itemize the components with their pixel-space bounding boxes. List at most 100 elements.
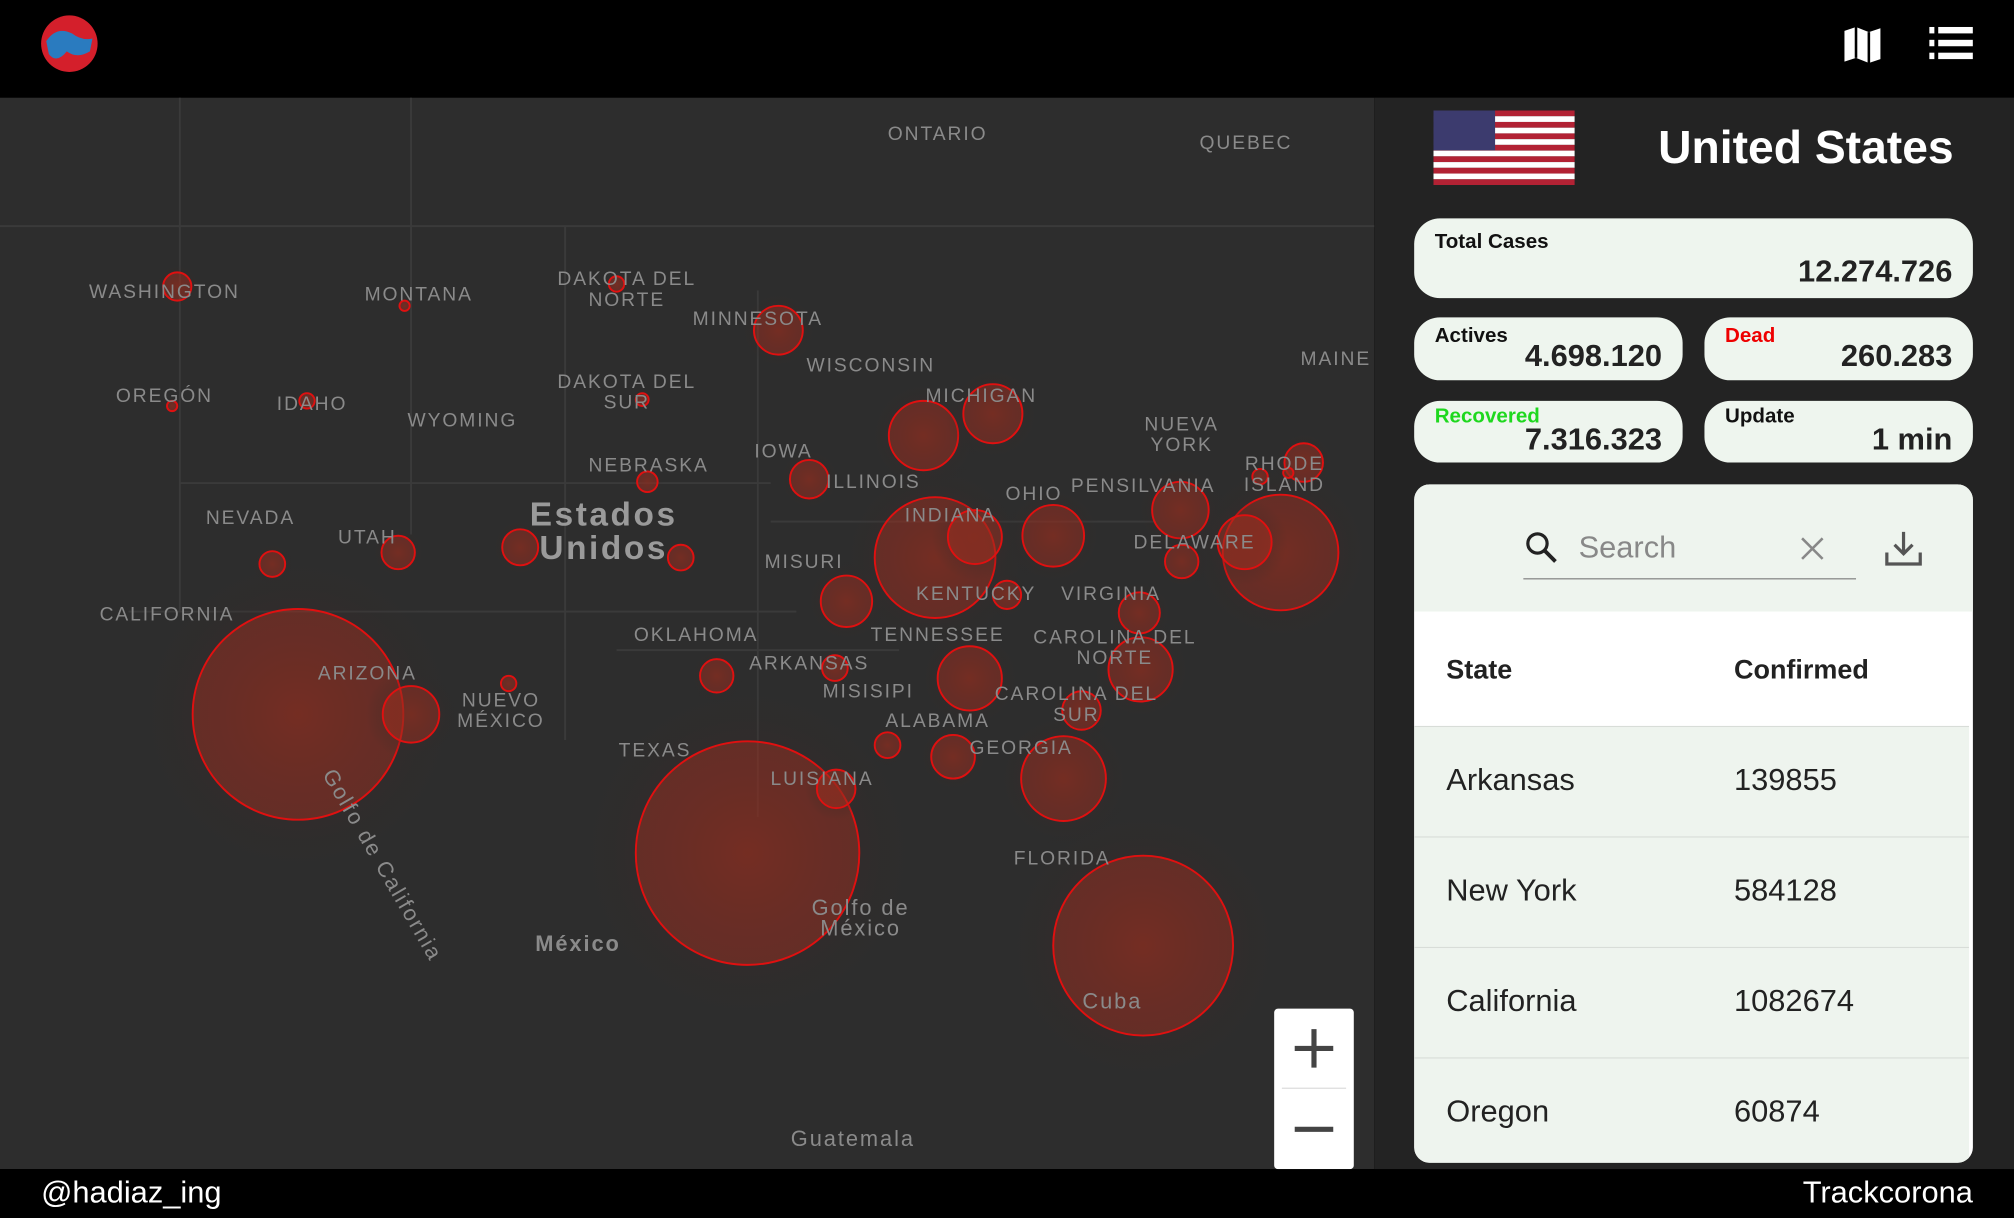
- download-button[interactable]: [1884, 529, 1923, 568]
- footer-author[interactable]: @hadiaz_ing: [41, 1175, 222, 1211]
- case-circle[interactable]: [1117, 591, 1161, 635]
- table-row[interactable]: California 1082674: [1414, 948, 1970, 1059]
- map-label: INDIANA: [905, 506, 997, 527]
- map-view-button[interactable]: [1842, 26, 1883, 65]
- table-row[interactable]: Arkansas 139855: [1414, 727, 1970, 838]
- case-circle[interactable]: [636, 470, 659, 494]
- case-circle[interactable]: [499, 674, 518, 693]
- case-circle[interactable]: [634, 740, 861, 966]
- case-circle[interactable]: [788, 458, 830, 500]
- map-label: Cuba: [1082, 989, 1142, 1014]
- case-circle[interactable]: [1021, 503, 1086, 568]
- case-glow: [1247, 464, 1273, 489]
- case-glow: [1106, 579, 1173, 646]
- case-glow: [866, 724, 909, 766]
- case-circle[interactable]: [162, 271, 193, 302]
- map-label: VIRGINIA: [1061, 584, 1161, 605]
- map-label: LUISIANA: [770, 769, 873, 790]
- case-circle[interactable]: [1052, 854, 1235, 1037]
- map-label: WYOMING: [408, 411, 518, 432]
- map-label: GEORGIA: [969, 738, 1072, 759]
- map-label: MAINE: [1301, 349, 1372, 370]
- case-circle[interactable]: [298, 392, 316, 410]
- case-glow: [814, 647, 856, 689]
- case-glow: [931, 493, 1019, 581]
- state-cell: Arkansas: [1446, 763, 1575, 798]
- zoom-in[interactable]: [1294, 1029, 1334, 1068]
- case-circle[interactable]: [1251, 467, 1269, 486]
- map-label: DELAWARE: [1134, 533, 1256, 554]
- map-label: PENSILVANIA: [1071, 476, 1216, 497]
- case-glow: [1089, 617, 1192, 721]
- case-circle[interactable]: [501, 528, 540, 567]
- case-circle[interactable]: [258, 550, 287, 578]
- table-row[interactable]: New York 584128: [1414, 837, 1970, 949]
- case-circle[interactable]: [666, 543, 695, 572]
- map-label: DAKOTA DEL NORTE: [557, 269, 696, 311]
- case-circle[interactable]: [936, 645, 1003, 712]
- search-input[interactable]: Search: [1578, 530, 1677, 566]
- map-label: Guatemala: [791, 1126, 915, 1151]
- case-circle[interactable]: [821, 654, 849, 682]
- map-label: CAROLINA DEL NORTE: [1033, 628, 1196, 670]
- case-circle[interactable]: [1061, 690, 1102, 731]
- map-label: WISCONSIN: [807, 355, 936, 376]
- flag-stripe: [1433, 150, 1575, 157]
- case-circle[interactable]: [991, 579, 1023, 610]
- actives-card: Actives 4.698.120: [1414, 317, 1683, 381]
- case-glow: [995, 710, 1132, 847]
- map-label: MINNESOTA: [693, 309, 823, 330]
- case-circle[interactable]: [398, 299, 411, 312]
- clear-search[interactable]: [1800, 536, 1826, 562]
- recovered-card: Recovered 7.316.323: [1414, 400, 1683, 463]
- stat-value: 4.698.120: [1524, 339, 1663, 374]
- map-label: OREGÓN: [116, 385, 213, 407]
- country-name: United States: [1658, 120, 1954, 174]
- brand-logo[interactable]: [39, 13, 103, 77]
- case-glow: [1050, 679, 1113, 742]
- case-circle[interactable]: [634, 392, 650, 407]
- zoom-control: [1274, 1008, 1354, 1170]
- case-glow: [604, 271, 629, 297]
- case-circle[interactable]: [962, 383, 1024, 445]
- case-circle[interactable]: [873, 731, 902, 760]
- map[interactable]: ONTARIO QUEBEC WASHINGTON MONTANA DAKOTA DEL…: [0, 97, 1375, 1170]
- case-glow: [491, 518, 549, 577]
- flag-stripe: [1433, 162, 1575, 168]
- case-circle[interactable]: [753, 304, 804, 356]
- case-circle[interactable]: [1216, 514, 1273, 571]
- case-circle[interactable]: [819, 574, 874, 628]
- case-circle[interactable]: [1282, 466, 1295, 479]
- confirmed-cell: 1082674: [1733, 984, 1855, 1019]
- case-circle[interactable]: [1164, 543, 1200, 580]
- confirmed-cell: 584128: [1733, 873, 1837, 909]
- state-cell: Oregon: [1446, 1094, 1550, 1130]
- flag-stripe: [1433, 127, 1575, 134]
- case-glow: [154, 263, 200, 310]
- case-circle[interactable]: [815, 768, 857, 810]
- map-label: RHODE ISLAND: [1244, 454, 1325, 496]
- case-circle[interactable]: [699, 658, 735, 694]
- confirmed-cell: 60874: [1733, 1094, 1820, 1130]
- table-row[interactable]: Oregon 60874: [1414, 1058, 1970, 1163]
- case-circle[interactable]: [946, 509, 1003, 565]
- search-bar: Search: [1414, 484, 1973, 612]
- map-label: ONTARIO: [888, 124, 988, 145]
- top-bar: [0, 0, 2014, 98]
- list-view-button[interactable]: [1929, 26, 1973, 62]
- table-card: Search State Confirmed Arkansas 139855 New…: [1414, 484, 1973, 1163]
- case-glow: [918, 626, 1022, 730]
- case-glow: [365, 669, 457, 760]
- map-label: WASHINGTON: [89, 282, 240, 303]
- map-label: ARKANSAS: [749, 653, 869, 674]
- case-circle[interactable]: [381, 685, 441, 744]
- case-glow: [371, 525, 425, 580]
- case-circle[interactable]: [930, 733, 976, 780]
- case-circle[interactable]: [607, 275, 626, 293]
- map-label: ALABAMA: [885, 711, 989, 732]
- search-underline: [1523, 578, 1857, 580]
- case-circle[interactable]: [1020, 735, 1107, 822]
- case-circle[interactable]: [380, 534, 416, 571]
- case-circle[interactable]: [166, 399, 179, 413]
